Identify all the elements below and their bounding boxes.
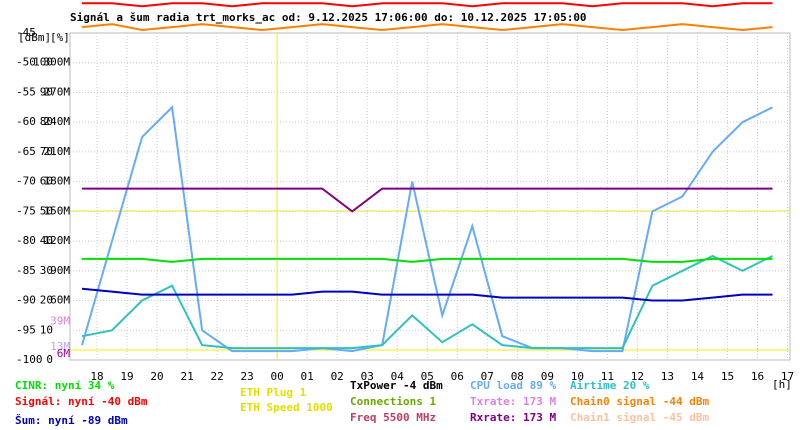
- y2-tick-label: 30: [40, 264, 53, 277]
- x-tick-label: 22: [210, 370, 223, 383]
- y2-tick-label: 70: [40, 145, 53, 158]
- series-line: [82, 2, 773, 8]
- x-tick-label: 17: [781, 370, 794, 383]
- legend-entry: Airtime 20 %: [570, 379, 650, 392]
- y2-tick-label: 20: [40, 294, 53, 307]
- y-tick-label: -85: [16, 264, 36, 277]
- y2-tick-label: 10: [40, 323, 53, 336]
- y2-axis-label: [%]: [50, 31, 70, 44]
- x-tick-label: 02: [331, 370, 344, 383]
- y3-tick-label: 300M: [44, 56, 71, 69]
- y-tick-label: -55: [16, 85, 36, 98]
- x-tick-label: 01: [301, 370, 314, 383]
- chart-title: Signál a šum radia trt_morks_ac od: 9.12…: [70, 11, 587, 24]
- series-line: [82, 257, 773, 263]
- y-tick-label: -95: [16, 323, 36, 336]
- legend-entry: CINR: nyní 34 %: [15, 379, 115, 392]
- y-tick-label: -90: [16, 294, 36, 307]
- x-tick-label: 20: [150, 370, 163, 383]
- y3-tick-label: 120M: [44, 234, 71, 247]
- y2-tick-label: 100: [33, 56, 53, 69]
- legend-entry: Signál: nyní -40 dBm: [15, 395, 148, 408]
- y3-tick-label: 90M: [50, 264, 70, 277]
- x-tick-label: 18: [90, 370, 103, 383]
- y-tick-label: -65: [16, 145, 36, 158]
- y-tick-label: -45: [16, 26, 36, 39]
- y2-tick-label: 40: [40, 234, 53, 247]
- legend-entry: Chain1 signal -45 dBm: [570, 411, 709, 424]
- legend-entry: Freq 5500 MHz: [350, 411, 436, 424]
- x-tick-label: 08: [511, 370, 524, 383]
- legend-entry: ETH Speed 1000: [240, 401, 333, 414]
- x-tick-label: 13: [661, 370, 674, 383]
- series-line: [81, 105, 773, 353]
- legend-entry: Rxrate: 173 M: [470, 411, 556, 424]
- x-tick-label: 09: [541, 370, 554, 383]
- rate-marker: 6M: [57, 347, 71, 360]
- y-tick-label: -60: [16, 115, 36, 128]
- x-tick-label: 14: [691, 370, 705, 383]
- legend-entry: ETH Plug 1: [240, 386, 307, 399]
- y3-tick-label: 240M: [44, 115, 71, 128]
- y3-tick-label: 210M: [44, 145, 71, 158]
- rate-marker: 39M: [50, 314, 70, 327]
- y-tick-label: -80: [16, 234, 36, 247]
- y-tick-label: -70: [16, 175, 36, 188]
- x-tick-label: 00: [271, 370, 284, 383]
- x-tick-label: 16: [751, 370, 764, 383]
- x-tick-label: 23: [241, 370, 254, 383]
- x-tick-label: 04: [391, 370, 405, 383]
- series-line: [81, 23, 773, 32]
- series-line: [82, 187, 773, 213]
- x-tick-label: 07: [481, 370, 494, 383]
- legend-entry: CPU load 89 %: [470, 379, 556, 392]
- x-tick-label: 06: [451, 370, 464, 383]
- x-tick-label: 15: [721, 370, 734, 383]
- y2-tick-label: 50: [40, 204, 53, 217]
- x-tick-label: 05: [421, 370, 434, 383]
- y3-tick-label: 270M: [44, 85, 71, 98]
- plot-frame: [69, 32, 791, 361]
- legend-entry: Šum: nyní -89 dBm: [15, 414, 128, 427]
- y3-tick-label: 180M: [44, 175, 71, 188]
- y-tick-label: -100: [16, 353, 43, 366]
- x-axis-label: [h]: [772, 378, 792, 391]
- y-axis-label: [dBm]: [18, 31, 51, 44]
- rate-marker: 13M: [50, 340, 70, 353]
- x-tick-label: 11: [601, 370, 614, 383]
- y2-tick-label: 80: [40, 115, 53, 128]
- y3-tick-label: 60M: [50, 294, 70, 307]
- legend-entry: TxPower -4 dBm: [350, 379, 443, 392]
- y2-tick-label: 90: [40, 85, 53, 98]
- x-tick-label: 19: [120, 370, 133, 383]
- legend-entry: Chain0 signal -44 dBm: [570, 395, 709, 408]
- y-tick-label: -75: [16, 204, 36, 217]
- legend-entry: Connections 1: [350, 395, 436, 408]
- series-line: [81, 254, 773, 350]
- y3-tick-label: 150M: [44, 204, 71, 217]
- legend-entry: Txrate: 173 M: [470, 395, 556, 408]
- x-tick-label: 03: [361, 370, 374, 383]
- y2-tick-label: 0: [46, 353, 53, 366]
- x-tick-label: 10: [571, 370, 584, 383]
- x-tick-label: 12: [631, 370, 644, 383]
- y2-tick-label: 60: [40, 175, 53, 188]
- y-tick-label: -50: [16, 56, 36, 69]
- x-tick-label: 21: [180, 370, 193, 383]
- series-line: [81, 287, 773, 302]
